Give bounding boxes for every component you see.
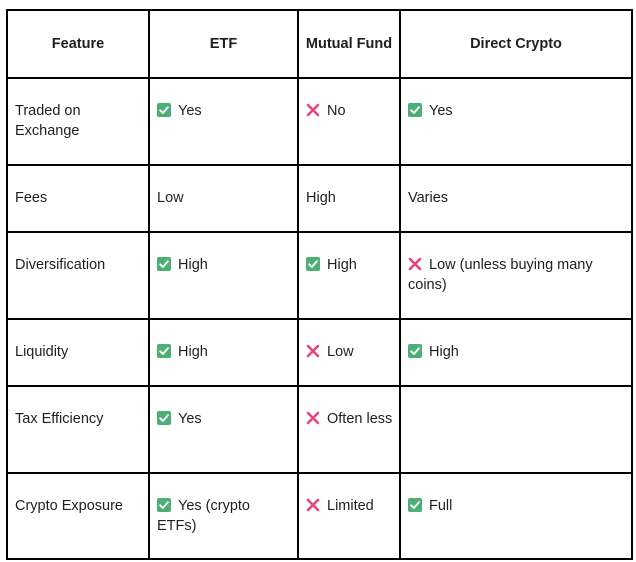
check-mark-icon — [157, 257, 171, 271]
cross-mark-icon — [408, 257, 422, 271]
feature-cell: Crypto Exposure — [6, 472, 150, 560]
table-row: Fees Low High Varies — [6, 164, 633, 233]
cell-text: Low (unless buying many coins) — [408, 257, 593, 293]
direct-crypto-cell: Low (unless buying many coins) — [399, 231, 633, 320]
etf-cell: High — [148, 318, 299, 387]
cell-text: Yes — [178, 411, 202, 427]
cell-text: High — [178, 257, 208, 273]
mutual-fund-cell: No — [297, 77, 401, 166]
cell-text: Yes — [178, 103, 202, 119]
header-direct-crypto: Direct Crypto — [399, 9, 633, 79]
feature-cell: Liquidity — [6, 318, 150, 387]
feature-cell: Traded on Exchange — [6, 77, 150, 166]
check-mark-icon — [157, 344, 171, 358]
mutual-fund-cell: Often less — [297, 385, 401, 474]
direct-crypto-cell: Yes — [399, 77, 633, 166]
direct-crypto-cell — [399, 385, 633, 474]
table-row: Tax Efficiency Yes Often less — [6, 385, 633, 474]
mutual-fund-cell: High — [297, 231, 401, 320]
etf-cell: Yes — [148, 385, 299, 474]
etf-cell: Yes (crypto ETFs) — [148, 472, 299, 560]
check-mark-icon — [157, 411, 171, 425]
cross-mark-icon — [306, 498, 320, 512]
direct-crypto-cell: Varies — [399, 164, 633, 233]
etf-cell: High — [148, 231, 299, 320]
header-etf: ETF — [148, 9, 299, 79]
mutual-fund-cell: Low — [297, 318, 401, 387]
table-row: Traded on Exchange Yes No Yes — [6, 77, 633, 166]
comparison-table: Feature ETF Mutual Fund Direct Crypto Tr… — [6, 9, 633, 560]
cross-mark-icon — [306, 411, 320, 425]
cell-text: No — [327, 103, 346, 119]
mutual-fund-cell: High — [297, 164, 401, 233]
check-mark-icon — [408, 344, 422, 358]
cell-text: Often less — [327, 411, 393, 427]
table-row: Diversification High High Low (unless bu… — [6, 231, 633, 320]
cell-text: Low — [327, 344, 354, 360]
cell-text: High — [327, 257, 357, 273]
table-row: Crypto Exposure Yes (crypto ETFs) Limite… — [6, 472, 633, 560]
check-mark-icon — [157, 103, 171, 117]
etf-cell: Low — [148, 164, 299, 233]
cell-text: High — [429, 344, 459, 360]
etf-cell: Yes — [148, 77, 299, 166]
feature-cell: Diversification — [6, 231, 150, 320]
mutual-fund-cell: Limited — [297, 472, 401, 560]
check-mark-icon — [408, 103, 422, 117]
check-mark-icon — [408, 498, 422, 512]
cell-text: Yes — [429, 103, 453, 119]
feature-cell: Tax Efficiency — [6, 385, 150, 474]
direct-crypto-cell: Full — [399, 472, 633, 560]
cell-text: Full — [429, 498, 453, 514]
check-mark-icon — [306, 257, 320, 271]
header-feature: Feature — [6, 9, 150, 79]
header-row: Feature ETF Mutual Fund Direct Crypto — [6, 9, 633, 79]
feature-cell: Fees — [6, 164, 150, 233]
cell-text: Yes (crypto ETFs) — [157, 498, 250, 534]
cross-mark-icon — [306, 103, 320, 117]
cell-text: High — [178, 344, 208, 360]
header-mutual-fund: Mutual Fund — [297, 9, 401, 79]
cross-mark-icon — [306, 344, 320, 358]
table-row: Liquidity High Low High — [6, 318, 633, 387]
direct-crypto-cell: High — [399, 318, 633, 387]
check-mark-icon — [157, 498, 171, 512]
cell-text: Limited — [327, 498, 374, 514]
